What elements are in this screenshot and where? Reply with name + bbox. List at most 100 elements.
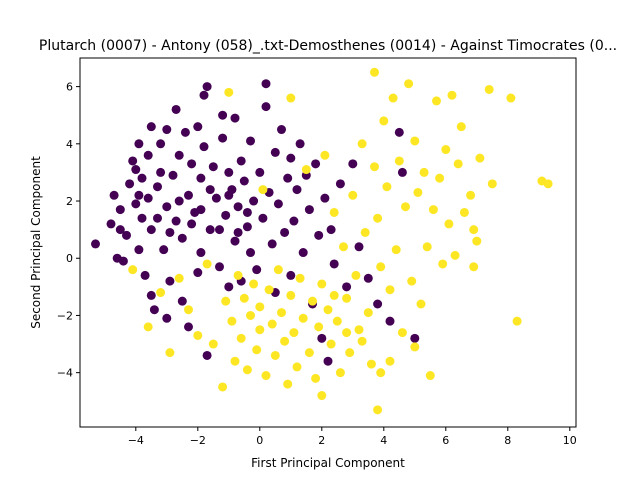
scatter-point-s0-97 [329, 259, 339, 269]
scatter-point-s1-45 [320, 150, 330, 160]
points-layer [91, 67, 553, 415]
scatter-point-s1-97 [484, 84, 494, 94]
scatter-point-s0-69 [252, 265, 262, 275]
scatter-point-s0-42 [193, 268, 203, 278]
scatter-point-s0-94 [320, 193, 330, 203]
scatter-point-s1-93 [466, 190, 476, 200]
y-tick-label: −2 [57, 309, 73, 322]
scatter-point-s0-71 [258, 213, 268, 223]
scatter-point-s1-92 [459, 207, 469, 217]
x-tick-label: 2 [318, 434, 325, 447]
scatter-point-s0-64 [239, 176, 249, 186]
scatter-point-s0-28 [162, 313, 172, 323]
scatter-point-s0-108 [115, 225, 125, 235]
scatter-point-s0-104 [385, 316, 395, 326]
scatter-point-s0-117 [224, 190, 234, 200]
scatter-point-s0-116 [215, 225, 224, 235]
scatter-point-s0-0 [91, 239, 100, 249]
scatter-point-s1-81 [425, 371, 435, 381]
scatter-point-s1-60 [366, 359, 376, 369]
scatter-point-s1-34 [289, 328, 299, 338]
scatter-point-s1-67 [382, 182, 392, 192]
scatter-point-s0-4 [115, 205, 125, 215]
chart-title: Plutarch (0007) - Antony (058)_.txt-Demo… [39, 38, 617, 54]
scatter-point-s1-35 [292, 362, 302, 372]
scatter-point-s0-22 [153, 182, 162, 192]
scatter-point-s0-105 [394, 127, 404, 137]
scatter-point-s0-118 [233, 227, 243, 237]
scatter-point-s0-53 [218, 133, 228, 143]
scatter-point-s0-51 [211, 193, 221, 203]
scatter-point-s1-27 [270, 350, 280, 360]
scatter-point-s1-30 [280, 336, 290, 346]
scatter-point-s0-61 [233, 202, 243, 212]
scatter-point-s1-0 [128, 265, 138, 275]
y-tick-label: 6 [66, 81, 73, 94]
scatter-point-s1-55 [351, 270, 361, 280]
scatter-point-s1-57 [357, 139, 367, 149]
scatter-point-s0-43 [196, 248, 206, 258]
scatter-point-s0-70 [255, 167, 265, 177]
scatter-point-s1-61 [370, 67, 379, 77]
scatter-point-s1-59 [363, 308, 373, 318]
scatter-point-s1-104 [410, 342, 420, 352]
scatter-point-s1-36 [295, 273, 305, 283]
scatter-point-s0-5 [118, 256, 128, 266]
scatter-point-s1-53 [345, 348, 355, 358]
x-axis-label: First Principal Component [251, 456, 405, 470]
scatter-point-s0-1 [106, 219, 116, 229]
scatter-point-s0-45 [199, 90, 209, 100]
scatter-point-s1-20 [252, 345, 262, 355]
scatter-point-s1-52 [342, 293, 352, 303]
scatter-point-s0-79 [277, 125, 286, 135]
scatter-point-s0-96 [326, 225, 336, 235]
scatter-point-s0-31 [171, 104, 181, 114]
scatter-point-s0-21 [149, 305, 159, 315]
scatter-point-s1-109 [329, 290, 339, 300]
scatter-point-s1-95 [472, 236, 482, 246]
scatter-point-s1-47 [326, 339, 336, 349]
scatter-point-s0-9 [131, 199, 141, 209]
scatter-point-s0-115 [205, 185, 215, 195]
scatter-point-s0-17 [143, 150, 153, 160]
scatter-point-s1-12 [227, 316, 237, 326]
x-tick-label: 4 [380, 434, 387, 447]
scatter-point-s0-14 [137, 173, 147, 183]
scatter-point-s1-99 [506, 93, 516, 103]
y-tick-label: 4 [66, 138, 73, 151]
scatter-point-s1-11 [224, 87, 234, 97]
scatter-point-s0-59 [230, 236, 240, 246]
scatter-point-s0-16 [143, 193, 153, 203]
scatter-point-s1-10 [221, 296, 231, 306]
x-tick-label: 10 [563, 434, 577, 447]
scatter-point-s1-77 [413, 187, 423, 197]
scatter-point-s1-29 [277, 308, 286, 318]
scatter-point-s1-46 [323, 305, 333, 315]
y-axis-label: Second Principal Component [29, 156, 43, 329]
scatter-point-s0-81 [283, 173, 293, 183]
scatter-point-s1-74 [404, 79, 414, 89]
scatter-point-s0-41 [193, 122, 203, 132]
scatter-point-s0-32 [171, 216, 181, 226]
scatter-point-s0-84 [289, 216, 299, 226]
scatter-point-s0-47 [202, 82, 212, 92]
scatter-point-s0-113 [187, 219, 197, 229]
scatter-point-s0-13 [137, 213, 147, 223]
scatter-point-s1-6 [193, 330, 203, 340]
scatter-point-s0-29 [165, 276, 175, 286]
scatter-point-s1-26 [267, 319, 277, 329]
scatter-point-s0-89 [304, 205, 314, 215]
x-tick-label: −4 [128, 434, 144, 447]
scatter-point-s1-91 [456, 122, 466, 132]
scatter-point-s0-2 [109, 190, 119, 200]
scatter-point-s0-103 [373, 299, 383, 309]
scatter-point-s1-70 [391, 245, 401, 255]
scatter-point-s1-4 [174, 273, 184, 283]
scatter-point-s0-75 [267, 239, 277, 249]
scatter-point-s0-49 [205, 225, 215, 235]
plot-frame [79, 57, 577, 428]
scatter-point-s1-94 [469, 262, 479, 272]
scatter-point-s0-119 [242, 207, 252, 217]
scatter-point-s0-39 [187, 159, 197, 169]
scatter-point-s0-26 [162, 125, 172, 135]
